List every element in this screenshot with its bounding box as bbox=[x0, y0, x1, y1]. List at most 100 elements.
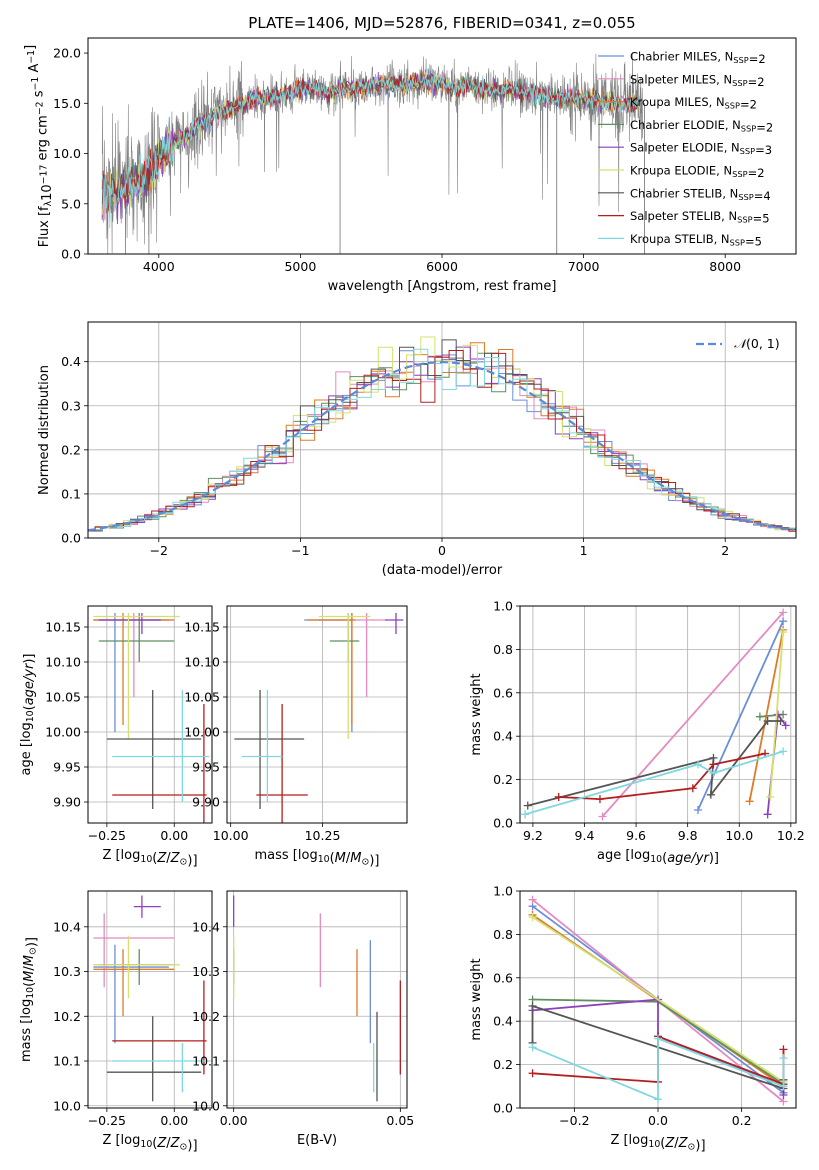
x-tick-label: 0.0 bbox=[648, 1113, 668, 1128]
x-tick-label: 0.05 bbox=[386, 1113, 414, 1128]
figure-title: PLATE=1406, MJD=52876, FIBERID=0341, z=0… bbox=[248, 14, 635, 32]
y-tick-label: 10.10 bbox=[45, 655, 81, 670]
axes-frame bbox=[87, 605, 213, 824]
y-axis-label: Flux [fλ10−17 erg cm−2 s−1 A−1] bbox=[23, 45, 55, 247]
legend-entry: 𝒩(0, 1) bbox=[734, 336, 780, 351]
y-tick-label: 0.0 bbox=[493, 1101, 513, 1116]
y-tick-label: 0.6 bbox=[493, 685, 513, 700]
x-tick-label: 0 bbox=[438, 543, 446, 558]
model-fit-line bbox=[101, 72, 641, 229]
y-tick-label: 0.8 bbox=[493, 927, 513, 942]
data-point bbox=[781, 721, 790, 730]
data-point bbox=[528, 1002, 537, 1011]
legend-entry: Kroupa STELIB, NSSP=5 bbox=[630, 232, 762, 248]
axes-frame bbox=[87, 890, 213, 1109]
data-point bbox=[706, 790, 715, 799]
y-tick-label: 0.4 bbox=[493, 1014, 513, 1029]
y-tick-label: 10.1 bbox=[192, 1054, 220, 1069]
x-tick-label: 10.0 bbox=[725, 828, 753, 843]
x-tick-label: 9.6 bbox=[626, 828, 646, 843]
data-point bbox=[595, 795, 604, 804]
x-tick-label: 10.00 bbox=[213, 828, 249, 843]
x-tick-label: −0.25 bbox=[88, 1113, 126, 1128]
x-tick-label: 1 bbox=[580, 543, 588, 558]
x-axis-label: Z [log10(Z/Z⊙)] bbox=[102, 848, 197, 869]
data-point bbox=[776, 717, 785, 726]
data-point bbox=[528, 1069, 537, 1078]
y-axis-label: mass weight bbox=[469, 673, 484, 755]
data-point bbox=[521, 810, 530, 819]
y-tick-label: 10.05 bbox=[184, 690, 220, 705]
x-tick-label: 9.8 bbox=[678, 828, 698, 843]
panel-residuals: −2 −1 0 1 2 0.0 0.1 0.2 0.3 0.4 (data-model)/error… bbox=[37, 321, 797, 578]
x-tick-label: 0.00 bbox=[220, 1113, 248, 1128]
y-tick-label: 0.0 bbox=[61, 247, 81, 262]
x-axis-label: Z [log10(Z/Z⊙)] bbox=[610, 1133, 705, 1154]
data-point bbox=[688, 784, 697, 793]
y-tick-label: 15.0 bbox=[53, 96, 81, 111]
legend-entry: Kroupa ELODIE, NSSP=2 bbox=[630, 164, 765, 180]
data-point bbox=[779, 608, 788, 617]
x-tick-label: −0.25 bbox=[88, 828, 126, 843]
data-point bbox=[654, 1095, 662, 1104]
legend-entry: Chabrier MILES, NSSP=2 bbox=[630, 50, 766, 66]
series-line bbox=[524, 750, 784, 816]
legend-entry: Chabrier ELODIE, NSSP=2 bbox=[630, 118, 773, 134]
data-point bbox=[766, 792, 775, 801]
y-tick-label: 10.0 bbox=[53, 1098, 81, 1113]
y-tick-label: 0.4 bbox=[61, 354, 81, 369]
x-tick-label: −2 bbox=[150, 543, 168, 558]
x-tick-label: 2 bbox=[721, 543, 729, 558]
x-tick-label: 9.4 bbox=[575, 828, 595, 843]
panel-massweight-vs-z: −0.2 0.0 0.2 0.0 0.2 0.4 0.6 0.8 1.0 Z [log10(Z/Z… bbox=[469, 884, 797, 1154]
panel-age-vs-mass: 10.00 10.25 9.90 9.95 10.00 10.05 10.10 10.15 ma… bbox=[184, 605, 408, 869]
legend-entry: Salpeter STELIB, NSSP=5 bbox=[630, 209, 770, 225]
y-tick-label: 0.1 bbox=[61, 486, 81, 501]
x-axis-label: wavelength [Angstrom, rest frame] bbox=[328, 279, 557, 294]
y-tick-label: 10.2 bbox=[192, 1009, 220, 1024]
y-tick-label: 9.95 bbox=[53, 760, 81, 775]
y-tick-label: 10.3 bbox=[53, 964, 81, 979]
y-tick-label: 1.0 bbox=[493, 599, 513, 614]
axes-frame bbox=[519, 890, 797, 1109]
y-tick-label: 0.2 bbox=[61, 442, 81, 457]
axes-frame bbox=[226, 605, 408, 824]
residual-histogram bbox=[88, 355, 796, 531]
legend-entry: Salpeter MILES, NSSP=2 bbox=[630, 72, 765, 88]
y-tick-label: 0.8 bbox=[493, 642, 513, 657]
data-point bbox=[528, 1043, 537, 1052]
axes-frame bbox=[226, 890, 408, 1109]
y-tick-label: 10.1 bbox=[53, 1054, 81, 1069]
data-point bbox=[693, 760, 702, 769]
legend-entry: Kroupa MILES, NSSP=2 bbox=[630, 95, 757, 111]
x-tick-label: −0.2 bbox=[559, 1113, 589, 1128]
x-tick-label: 0.00 bbox=[160, 1113, 188, 1128]
series-line bbox=[532, 916, 784, 1083]
data-point bbox=[654, 1034, 662, 1043]
x-axis-label: Z [log10(Z/Z⊙)] bbox=[102, 1133, 197, 1154]
data-point bbox=[528, 913, 537, 922]
y-tick-label: 0.4 bbox=[493, 729, 513, 744]
axes-frame bbox=[87, 37, 797, 255]
x-tick-label: 8000 bbox=[709, 259, 741, 274]
y-tick-label: 5.0 bbox=[61, 196, 81, 211]
data-point bbox=[709, 760, 718, 769]
y-tick-label: 10.0 bbox=[53, 146, 81, 161]
y-tick-label: 0.0 bbox=[493, 816, 513, 831]
data-point bbox=[779, 747, 788, 756]
x-axis-label: mass [log10(M/M⊙)] bbox=[255, 848, 380, 869]
panel-age-vs-z: −0.25 0.00 9.90 9.95 10.00 10.05 10.10 10.15 Z [… bbox=[19, 605, 213, 869]
data-point bbox=[779, 628, 788, 637]
axes-frame bbox=[87, 321, 797, 539]
series-line bbox=[769, 631, 784, 798]
data-point bbox=[528, 895, 537, 904]
residual-histogram bbox=[88, 348, 796, 532]
y-tick-label: 10.10 bbox=[184, 655, 220, 670]
y-tick-label: 10.00 bbox=[184, 725, 220, 740]
y-tick-label: 0.6 bbox=[493, 970, 513, 985]
x-tick-label: 10.25 bbox=[305, 828, 341, 843]
data-point bbox=[779, 1045, 788, 1054]
y-tick-label: 0.2 bbox=[493, 1057, 513, 1072]
panel-spectrum: 4000 5000 6000 7000 8000 0.0 5.0 10.0 15.0 20.0 wa… bbox=[23, 37, 797, 294]
x-axis-label: E(B-V) bbox=[297, 1133, 337, 1148]
